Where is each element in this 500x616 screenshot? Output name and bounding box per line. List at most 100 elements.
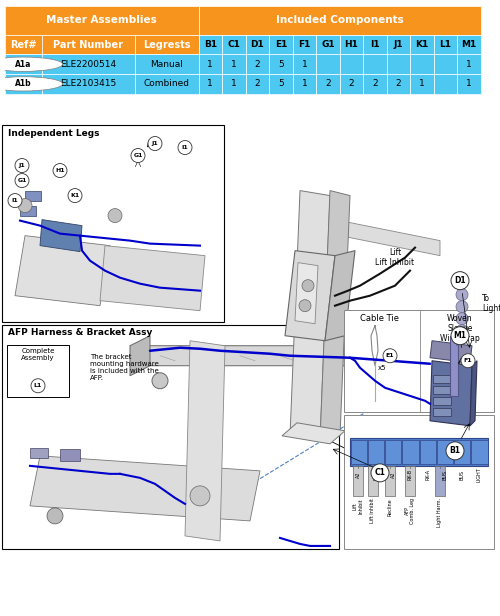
Text: Lift
Lift Inhibit: Lift Lift Inhibit: [376, 248, 414, 267]
Bar: [60, 449, 80, 461]
Text: F1: F1: [464, 359, 472, 363]
Polygon shape: [285, 251, 335, 341]
FancyBboxPatch shape: [5, 54, 42, 74]
FancyBboxPatch shape: [246, 94, 269, 113]
Text: 1: 1: [466, 60, 472, 69]
FancyBboxPatch shape: [269, 94, 292, 113]
FancyBboxPatch shape: [434, 54, 458, 74]
Text: B1: B1: [450, 447, 460, 455]
FancyBboxPatch shape: [246, 54, 269, 74]
Text: LIGHT: LIGHT: [477, 468, 482, 482]
Text: 1: 1: [442, 99, 448, 108]
Polygon shape: [185, 341, 225, 541]
FancyBboxPatch shape: [363, 94, 386, 113]
Text: J1: J1: [394, 40, 404, 49]
FancyBboxPatch shape: [458, 34, 481, 54]
Circle shape: [68, 188, 82, 203]
Text: BUS: BUS: [460, 470, 464, 480]
Polygon shape: [15, 235, 110, 306]
Circle shape: [15, 174, 29, 187]
FancyBboxPatch shape: [135, 74, 198, 94]
Polygon shape: [470, 361, 477, 426]
Circle shape: [383, 349, 397, 363]
FancyBboxPatch shape: [386, 94, 410, 113]
Text: 5: 5: [278, 99, 283, 108]
FancyBboxPatch shape: [5, 74, 42, 94]
FancyBboxPatch shape: [410, 74, 434, 94]
Polygon shape: [430, 341, 472, 363]
FancyBboxPatch shape: [198, 94, 222, 113]
FancyBboxPatch shape: [5, 94, 42, 113]
Circle shape: [299, 299, 311, 312]
Text: Manual: Manual: [150, 60, 183, 69]
Text: J1: J1: [152, 141, 158, 146]
Circle shape: [47, 508, 63, 524]
FancyBboxPatch shape: [434, 34, 458, 54]
Text: Legrests: Legrests: [143, 39, 190, 49]
Bar: [420, 440, 436, 464]
Text: 1: 1: [466, 79, 472, 88]
Text: Complete
Assembly: Complete Assembly: [21, 347, 55, 361]
Text: AFP
Comb. Leg: AFP Comb. Leg: [404, 498, 415, 524]
Text: Ref#: Ref#: [10, 39, 36, 49]
Text: AFP Harness & Bracket Assy: AFP Harness & Bracket Assy: [8, 328, 152, 337]
FancyBboxPatch shape: [2, 325, 339, 549]
Text: K1: K1: [416, 40, 428, 49]
Text: I1: I1: [12, 198, 18, 203]
Circle shape: [190, 486, 210, 506]
Text: A1a: A1a: [15, 60, 32, 69]
Text: H1: H1: [344, 40, 358, 49]
Text: RK-C: RK-C: [374, 469, 378, 480]
Text: E1: E1: [274, 40, 287, 49]
Polygon shape: [100, 246, 205, 310]
Bar: [405, 466, 415, 496]
FancyBboxPatch shape: [340, 54, 363, 74]
Circle shape: [461, 354, 475, 368]
Text: I1: I1: [370, 40, 380, 49]
Text: 2: 2: [254, 79, 260, 88]
FancyBboxPatch shape: [246, 74, 269, 94]
Bar: [385, 466, 395, 496]
Text: Cable Tie: Cable Tie: [360, 314, 400, 323]
Text: C1: C1: [228, 40, 240, 49]
FancyBboxPatch shape: [344, 415, 494, 549]
Text: E1: E1: [386, 353, 394, 359]
FancyBboxPatch shape: [458, 54, 481, 74]
Text: I1: I1: [182, 145, 188, 150]
Polygon shape: [325, 251, 355, 341]
Polygon shape: [450, 336, 458, 395]
FancyBboxPatch shape: [2, 124, 224, 322]
FancyBboxPatch shape: [410, 54, 434, 74]
Text: A1b: A1b: [15, 79, 32, 88]
FancyBboxPatch shape: [386, 74, 410, 94]
FancyBboxPatch shape: [42, 54, 135, 74]
Text: 2: 2: [254, 99, 260, 108]
FancyBboxPatch shape: [458, 94, 481, 113]
Bar: [385, 440, 401, 464]
Text: L1: L1: [34, 383, 42, 388]
FancyBboxPatch shape: [222, 74, 246, 94]
Text: ELE2200514: ELE2200514: [60, 60, 116, 69]
Bar: [402, 440, 418, 464]
FancyBboxPatch shape: [198, 74, 222, 94]
Text: 1: 1: [302, 79, 308, 88]
Text: The bracket
mounting hardware
is included with the
AFP.: The bracket mounting hardware is include…: [90, 354, 159, 381]
Circle shape: [456, 301, 468, 313]
Circle shape: [451, 326, 469, 345]
Text: M1: M1: [462, 40, 476, 49]
Text: 1: 1: [208, 99, 213, 108]
Text: x5: x5: [378, 365, 386, 371]
Text: 2: 2: [254, 60, 260, 69]
Text: AFP: AFP: [158, 99, 175, 108]
Text: 2: 2: [372, 79, 378, 88]
Text: H1: H1: [55, 168, 65, 173]
Text: Lift Inhibit: Lift Inhibit: [370, 498, 376, 523]
FancyBboxPatch shape: [434, 94, 458, 113]
Circle shape: [31, 379, 45, 393]
FancyBboxPatch shape: [316, 54, 340, 74]
Bar: [25, 190, 41, 201]
Text: C1: C1: [374, 468, 386, 477]
Polygon shape: [340, 221, 440, 256]
Text: 1: 1: [208, 79, 213, 88]
Circle shape: [446, 442, 464, 460]
